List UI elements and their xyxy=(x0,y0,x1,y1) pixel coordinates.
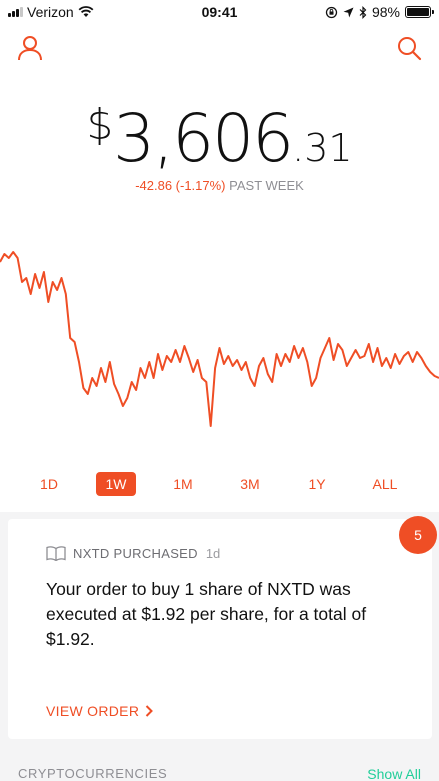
notification-count-badge[interactable]: 5 xyxy=(399,516,437,554)
range-1y[interactable]: 1Y xyxy=(308,476,326,492)
book-icon xyxy=(46,546,66,561)
account-icon[interactable] xyxy=(16,34,44,62)
value-main: 3,606 xyxy=(113,100,294,177)
carrier-name: Verizon xyxy=(27,4,74,20)
portfolio-chart[interactable] xyxy=(0,228,439,448)
rotation-lock-icon xyxy=(325,6,338,18)
card-age: 1d xyxy=(205,546,221,561)
battery-icon xyxy=(405,6,434,18)
bluetooth-icon xyxy=(359,5,367,19)
range-1w[interactable]: 1W xyxy=(96,472,136,496)
signal-icon xyxy=(8,7,23,17)
card-title: NXTD PURCHASED xyxy=(73,546,198,561)
carrier-info: Verizon xyxy=(8,4,94,20)
range-all[interactable]: ALL xyxy=(372,476,398,492)
card-message: Your order to buy 1 share of NXTD was ex… xyxy=(46,579,367,649)
chart-series-line xyxy=(0,251,439,427)
range-1m[interactable]: 1M xyxy=(173,476,193,492)
change-amount: -42.86 (-1.17%) xyxy=(135,178,226,193)
range-selector: 1D 1W 1M 3M 1Y ALL xyxy=(0,472,439,496)
search-icon[interactable] xyxy=(395,34,423,62)
range-3m[interactable]: 3M xyxy=(240,476,260,492)
notification-card[interactable]: NXTD PURCHASED 1d Your order to buy 1 sh… xyxy=(8,519,432,739)
change-period: PAST WEEK xyxy=(229,178,304,193)
value-cents: .31 xyxy=(292,126,353,170)
portfolio-value: $3,606.31 xyxy=(0,100,439,177)
portfolio-change: -42.86 (-1.17%) PAST WEEK xyxy=(0,178,439,193)
currency-symbol: $ xyxy=(86,100,114,149)
range-1d[interactable]: 1D xyxy=(40,476,58,492)
clock: 09:41 xyxy=(201,4,238,20)
portfolio-panel: Verizon 09:41 xyxy=(0,0,439,512)
show-all-link[interactable]: Show All xyxy=(367,766,421,781)
view-order-label: VIEW ORDER xyxy=(46,703,140,719)
wifi-icon xyxy=(78,6,94,17)
card-header: NXTD PURCHASED 1d xyxy=(46,546,220,561)
status-bar: Verizon 09:41 xyxy=(0,0,439,24)
section-title-cryptocurrencies: CRYPTOCURRENCIES xyxy=(18,766,168,781)
chevron-right-icon xyxy=(146,705,154,717)
status-indicators: 98% xyxy=(325,4,434,20)
location-icon xyxy=(343,7,354,17)
view-order-link[interactable]: VIEW ORDER xyxy=(46,703,154,719)
battery-percent: 98% xyxy=(371,4,400,20)
